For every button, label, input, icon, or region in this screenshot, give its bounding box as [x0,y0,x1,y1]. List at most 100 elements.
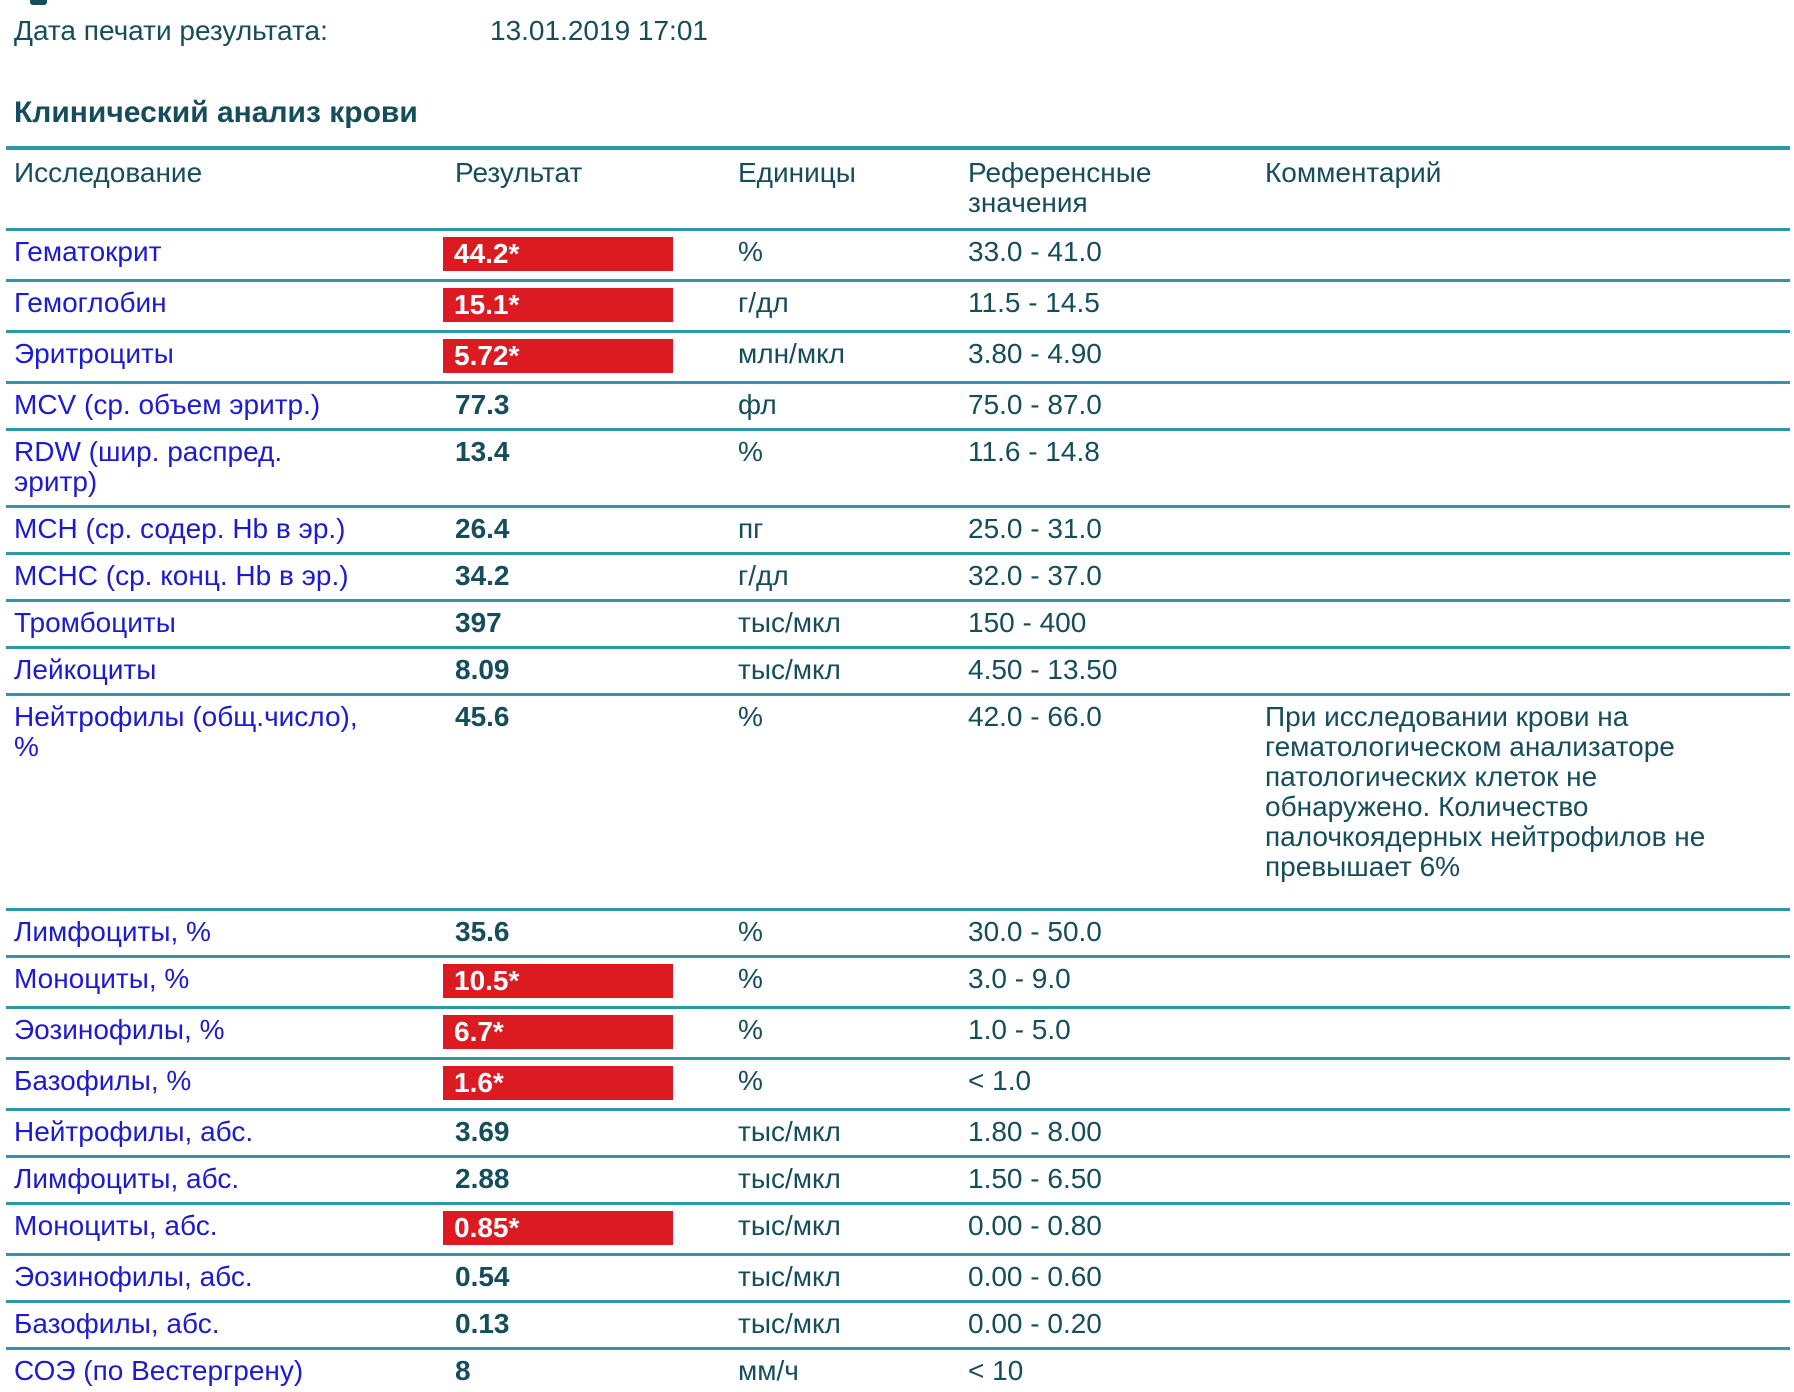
test-name-link[interactable]: Нейтрофилы, абс. [14,1116,254,1147]
reference-range: 0.00 - 0.60 [968,1261,1102,1292]
test-name-link[interactable]: Эритроциты [14,338,174,369]
table-row: MCV (ср. объем эритр.) 77.3 фл 75.0 - 87… [6,384,1790,431]
test-name-link[interactable]: MCV (ср. объем эритр.) [14,389,321,420]
result-text: 26.4 [455,513,510,544]
test-name-link[interactable]: MCH (ср. содер. Hb в эр.) [14,513,346,544]
units-value: тыс/мкл [738,654,841,685]
table-row: Лимфоциты, % 35.6 % 30.0 - 50.0 [6,911,1790,958]
units-value: % [738,701,763,732]
reference-range: 33.0 - 41.0 [968,236,1102,267]
result-value: 77.3 [443,390,738,420]
test-name-link[interactable]: Лимфоциты, % [14,916,211,947]
test-name-link[interactable]: Нейтрофилы (общ.число), % [14,701,358,762]
test-name-link[interactable]: Лейкоциты [14,654,157,685]
units-value: фл [738,389,777,420]
reference-range: 150 - 400 [968,607,1087,638]
units-value: г/дл [738,287,789,318]
result-text: 34.2 [455,560,510,591]
result-value: 15.1* [443,288,738,322]
result-text: 15.1* [443,288,673,322]
result-value: 8 [443,1356,738,1386]
test-name-link[interactable]: Базофилы, абс. [14,1308,220,1339]
test-name-link[interactable]: RDW (шир. распред. эритр) [14,436,283,497]
reference-range: 75.0 - 87.0 [968,389,1102,420]
units-value: тыс/мкл [738,1261,841,1292]
reference-range: < 10 [968,1355,1024,1386]
result-value: 0.85* [443,1211,738,1245]
units-value: % [738,1014,763,1045]
table-row: Моноциты, % 10.5* % 3.0 - 9.0 [6,958,1790,1009]
table-row: СОЭ (по Вестергрену) 8 мм/ч < 10 [6,1350,1790,1392]
comment-text: При исследовании крови на гематологическ… [1265,701,1706,882]
table-row: Базофилы, абс. 0.13 тыс/мкл 0.00 - 0.20 [6,1303,1790,1350]
print-date-label: Дата печати результата: [14,15,328,46]
header-reference: Референсные значения [968,157,1152,218]
units-value: тыс/мкл [738,1210,841,1241]
result-value: 1.6* [443,1066,738,1100]
test-name-link[interactable]: Моноциты, % [14,963,190,994]
table-row: Эозинофилы, абс. 0.54 тыс/мкл 0.00 - 0.6… [6,1256,1790,1303]
test-name-link[interactable]: Моноциты, абс. [14,1210,218,1241]
reference-range: 1.50 - 6.50 [968,1163,1102,1194]
table-row: Нейтрофилы (общ.число), % 45.6 % 42.0 - … [6,696,1790,911]
header-comment: Комментарий [1265,157,1442,188]
reference-range: 3.0 - 9.0 [968,963,1071,994]
result-text: 1.6* [443,1066,673,1100]
result-value: 35.6 [443,917,738,947]
units-value: тыс/мкл [738,1308,841,1339]
print-date-row: Дата печати результата: 13.01.2019 17:01 [14,16,1794,46]
reference-range: 42.0 - 66.0 [968,701,1102,732]
table-row: Гемоглобин 15.1* г/дл 11.5 - 14.5 [6,282,1790,333]
test-name-link[interactable]: Эозинофилы, % [14,1014,225,1045]
reference-range: 11.5 - 14.5 [968,287,1100,318]
table-row: Базофилы, % 1.6* % < 1.0 [6,1060,1790,1111]
result-value: 5.72* [443,339,738,373]
print-date-value: 13.01.2019 17:01 [490,15,708,46]
result-value: 45.6 [443,702,738,732]
results-table: Исследование Результат Единицы Референсн… [6,146,1790,1392]
result-text: 10.5* [443,964,673,998]
table-row: MCH (ср. содер. Hb в эр.) 26.4 пг 25.0 -… [6,508,1790,555]
section-title: Клинический анализ крови [14,96,418,129]
table-row: Тромбоциты 397 тыс/мкл 150 - 400 [6,602,1790,649]
test-name-link[interactable]: Лимфоциты, абс. [14,1163,240,1194]
units-value: пг [738,513,764,544]
test-name-link[interactable]: Эозинофилы, абс. [14,1261,253,1292]
test-name-link[interactable]: Базофилы, % [14,1065,192,1096]
test-name-link[interactable]: Гемоглобин [14,287,167,318]
test-name-link[interactable]: MCHC (ср. конц. Hb в эр.) [14,560,349,591]
result-text: 44.2* [443,237,673,271]
test-name-link[interactable]: СОЭ (по Вестергрену) [14,1355,304,1386]
units-value: % [738,236,763,267]
result-value: 0.13 [443,1309,738,1339]
header-result: Результат [455,157,583,188]
result-text: 8.09 [455,654,510,685]
result-text: 45.6 [455,701,510,732]
reference-range: 1.80 - 8.00 [968,1116,1102,1147]
result-text: 0.85* [443,1211,673,1245]
table-row: Лейкоциты 8.09 тыс/мкл 4.50 - 13.50 [6,649,1790,696]
units-value: % [738,1065,763,1096]
result-value: 13.4 [443,437,738,467]
result-text: 397 [455,607,502,638]
result-value: 397 [443,608,738,638]
result-value: 3.69 [443,1117,738,1147]
units-value: % [738,963,763,994]
reference-range: 11.6 - 14.8 [968,436,1100,467]
reference-range: 1.0 - 5.0 [968,1014,1071,1045]
result-text: 2.88 [455,1163,510,1194]
units-value: мм/ч [738,1355,799,1386]
reference-range: 3.80 - 4.90 [968,338,1102,369]
test-name-link[interactable]: Тромбоциты [14,607,176,638]
test-name-link[interactable]: Гематокрит [14,236,162,267]
units-value: г/дл [738,560,789,591]
table-header-row: Исследование Результат Единицы Референсн… [6,150,1790,231]
table-row: Лимфоциты, абс. 2.88 тыс/мкл 1.50 - 6.50 [6,1158,1790,1205]
table-row: Моноциты, абс. 0.85* тыс/мкл 0.00 - 0.80 [6,1205,1790,1256]
result-text: 8 [455,1355,471,1386]
units-value: % [738,916,763,947]
table-row: Гематокрит 44.2* % 33.0 - 41.0 [6,231,1790,282]
reference-range: 30.0 - 50.0 [968,916,1102,947]
units-value: тыс/мкл [738,1163,841,1194]
